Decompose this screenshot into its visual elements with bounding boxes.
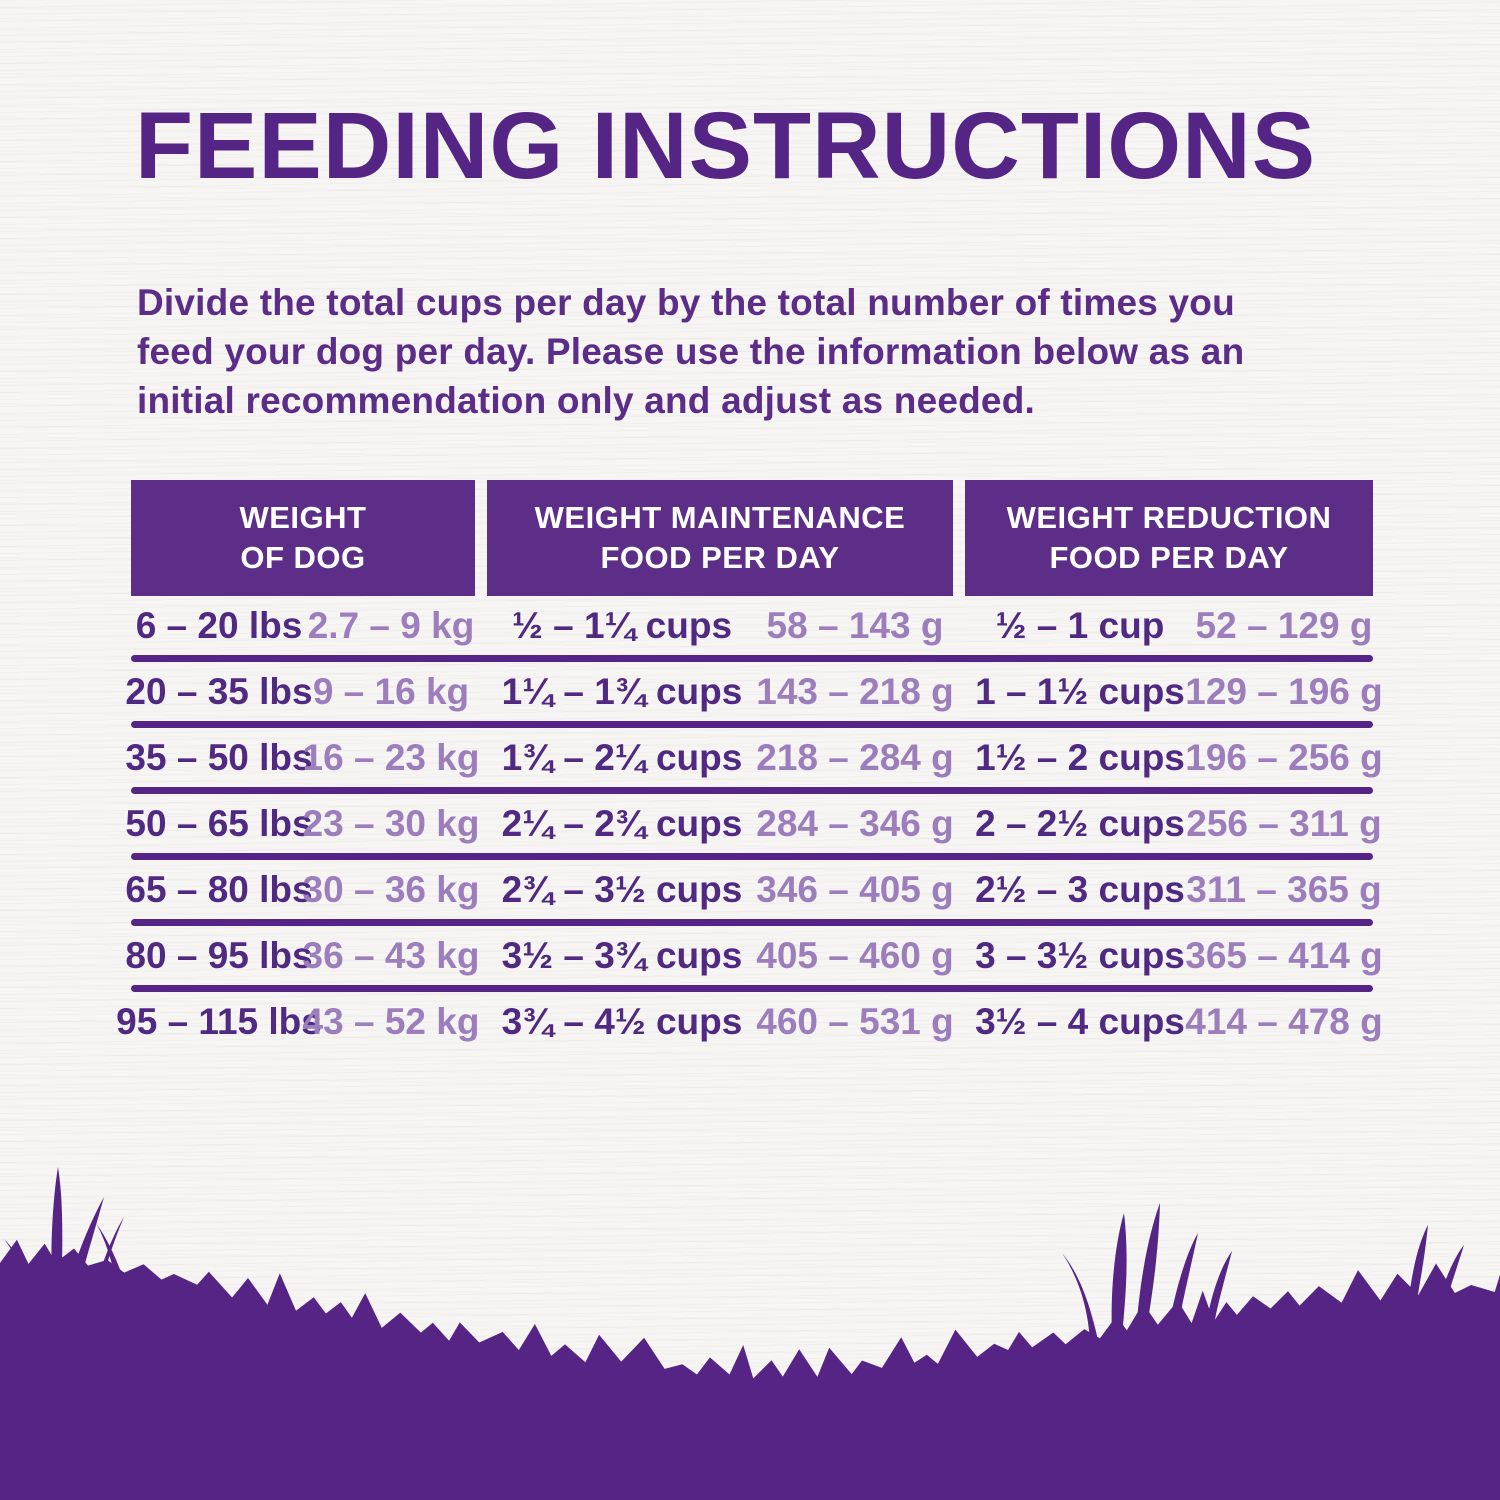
header-weight-of-dog: WEIGHT OF DOG bbox=[131, 480, 475, 596]
grass-blade bbox=[51, 1167, 63, 1279]
page-title: FEEDING INSTRUCTIONS bbox=[135, 93, 1317, 199]
grass-blade bbox=[1111, 1213, 1127, 1338]
intro-line: initial recommendation only and adjust a… bbox=[137, 380, 1035, 421]
weight-kg-cell: 43 – 52 kg bbox=[302, 1000, 480, 1042]
row-divider bbox=[131, 721, 1373, 728]
reduction-cups-cell: 1 – 1½ cups bbox=[975, 670, 1185, 712]
weight-lbs-cell: 65 – 80 lbs bbox=[125, 868, 313, 910]
grass-blade bbox=[1136, 1203, 1160, 1335]
intro-paragraph: Divide the total cups per day by the tot… bbox=[137, 278, 1244, 425]
maintenance-grams-cell: 405 – 460 g bbox=[756, 934, 954, 976]
weight-lbs-cell: 35 – 50 lbs bbox=[125, 736, 313, 778]
header-line: WEIGHT bbox=[239, 500, 367, 535]
maintenance-grams-cell: 284 – 346 g bbox=[756, 802, 954, 844]
reduction-grams-cell: 365 – 414 g bbox=[1185, 934, 1383, 976]
maintenance-cups-cell: ½ – 1¼ cups bbox=[511, 604, 733, 646]
maintenance-grams-cell: 58 – 143 g bbox=[766, 604, 944, 646]
table-row: 65 – 80 lbs 30 – 36 kg 2¾ – 3½ cups 346 – 4… bbox=[125, 860, 1382, 919]
reduction-grams-cell: 414 – 478 g bbox=[1185, 1000, 1383, 1042]
reduction-grams-cell: 52 – 129 g bbox=[1195, 604, 1373, 646]
grass-blade bbox=[1206, 1251, 1232, 1327]
maintenance-cups-cell: 2¼ – 2¾ cups bbox=[501, 802, 743, 844]
weight-kg-cell: 9 – 16 kg bbox=[312, 670, 470, 712]
header-weight-maintenance: WEIGHT MAINTENANCE FOOD PER DAY bbox=[487, 480, 953, 596]
maintenance-grams-cell: 460 – 531 g bbox=[756, 1000, 954, 1042]
reduction-cups-cell: ½ – 1 cup bbox=[995, 604, 1165, 646]
reduction-grams-cell: 196 – 256 g bbox=[1185, 736, 1383, 778]
maintenance-cups-cell: 1¼ – 1¾ cups bbox=[501, 670, 743, 712]
table-row: 6 – 20 lbs 2.7 – 9 kg ½ – 1¼ cups 58 – 143 … bbox=[131, 596, 1373, 655]
reduction-cups-cell: 1½ – 2 cups bbox=[975, 736, 1185, 778]
header-weight-reduction: WEIGHT REDUCTION FOOD PER DAY bbox=[965, 480, 1373, 596]
intro-line: feed your dog per day. Please use the in… bbox=[137, 331, 1245, 372]
reduction-cups-cell: 2 – 2½ cups bbox=[975, 802, 1185, 844]
maintenance-grams-cell: 143 – 218 g bbox=[756, 670, 954, 712]
weight-lbs-cell: 95 – 115 lbs bbox=[116, 1000, 322, 1042]
table-row: 95 – 115 lbs 43 – 52 kg 3¾ – 4½ cups 460 – … bbox=[116, 992, 1383, 1051]
weight-lbs-cell: 6 – 20 lbs bbox=[135, 604, 303, 646]
grass-blade bbox=[4, 1239, 30, 1281]
weight-kg-cell: 2.7 – 9 kg bbox=[307, 604, 475, 646]
feeding-table: WEIGHT OF DOG WEIGHT MAINTENANCE FOOD PE… bbox=[116, 480, 1383, 1051]
row-divider bbox=[131, 787, 1373, 794]
grass-blade bbox=[1408, 1225, 1428, 1309]
row-divider bbox=[131, 655, 1373, 662]
reduction-cups-cell: 3½ – 4 cups bbox=[975, 1000, 1185, 1042]
weight-lbs-cell: 80 – 95 lbs bbox=[125, 934, 313, 976]
weight-kg-cell: 23 – 30 kg bbox=[302, 802, 480, 844]
reduction-grams-cell: 256 – 311 g bbox=[1186, 802, 1382, 844]
row-divider bbox=[131, 985, 1373, 992]
weight-kg-cell: 36 – 43 kg bbox=[302, 934, 480, 976]
header-line: WEIGHT MAINTENANCE bbox=[534, 500, 906, 535]
maintenance-cups-cell: 2¾ – 3½ cups bbox=[501, 868, 743, 910]
header-line: FOOD PER DAY bbox=[600, 540, 840, 575]
maintenance-grams-cell: 346 – 405 g bbox=[756, 868, 954, 910]
weight-kg-cell: 16 – 23 kg bbox=[302, 736, 480, 778]
grass-blade bbox=[1438, 1245, 1464, 1305]
reduction-grams-cell: 129 – 196 g bbox=[1185, 670, 1383, 712]
table-header-row: WEIGHT OF DOG WEIGHT MAINTENANCE FOOD PE… bbox=[131, 480, 1373, 596]
table-row: 80 – 95 lbs 36 – 43 kg 3½ – 3¾ cups 405 – 4… bbox=[125, 926, 1383, 985]
reduction-cups-cell: 2½ – 3 cups bbox=[975, 868, 1185, 910]
table-row: 20 – 35 lbs 9 – 16 kg 1¼ – 1¾ cups 143 – 21… bbox=[125, 662, 1383, 721]
grass-silhouette bbox=[0, 1167, 1500, 1500]
row-divider bbox=[131, 853, 1373, 860]
grass-blade bbox=[1062, 1253, 1098, 1341]
grass-blade bbox=[1168, 1233, 1198, 1333]
maintenance-cups-cell: 3¾ – 4½ cups bbox=[501, 1000, 743, 1042]
reduction-cups-cell: 3 – 3½ cups bbox=[975, 934, 1185, 976]
weight-lbs-cell: 50 – 65 lbs bbox=[125, 802, 313, 844]
weight-lbs-cell: 20 – 35 lbs bbox=[125, 670, 313, 712]
maintenance-cups-cell: 3½ – 3¾ cups bbox=[501, 934, 743, 976]
row-divider bbox=[131, 919, 1373, 926]
table-row: 50 – 65 lbs 23 – 30 kg 2¼ – 2¾ cups 284 – 3… bbox=[125, 794, 1382, 853]
grass-blade bbox=[96, 1223, 126, 1289]
maintenance-grams-cell: 218 – 284 g bbox=[756, 736, 954, 778]
reduction-grams-cell: 311 – 365 g bbox=[1186, 868, 1382, 910]
maintenance-cups-cell: 1¾ – 2¼ cups bbox=[501, 736, 743, 778]
header-line: OF DOG bbox=[240, 540, 366, 575]
table-body: 6 – 20 lbs 2.7 – 9 kg ½ – 1¼ cups 58 – 143 … bbox=[116, 596, 1383, 1051]
header-line: WEIGHT REDUCTION bbox=[1006, 500, 1332, 535]
header-line: FOOD PER DAY bbox=[1049, 540, 1289, 575]
intro-line: Divide the total cups per day by the tot… bbox=[137, 282, 1235, 323]
table-row: 35 – 50 lbs 16 – 23 kg 1¾ – 2¼ cups 218 – 2… bbox=[125, 728, 1383, 787]
weight-kg-cell: 30 – 36 kg bbox=[302, 868, 480, 910]
grass-mound-shape bbox=[0, 1239, 1500, 1500]
grass-blade bbox=[70, 1197, 104, 1283]
